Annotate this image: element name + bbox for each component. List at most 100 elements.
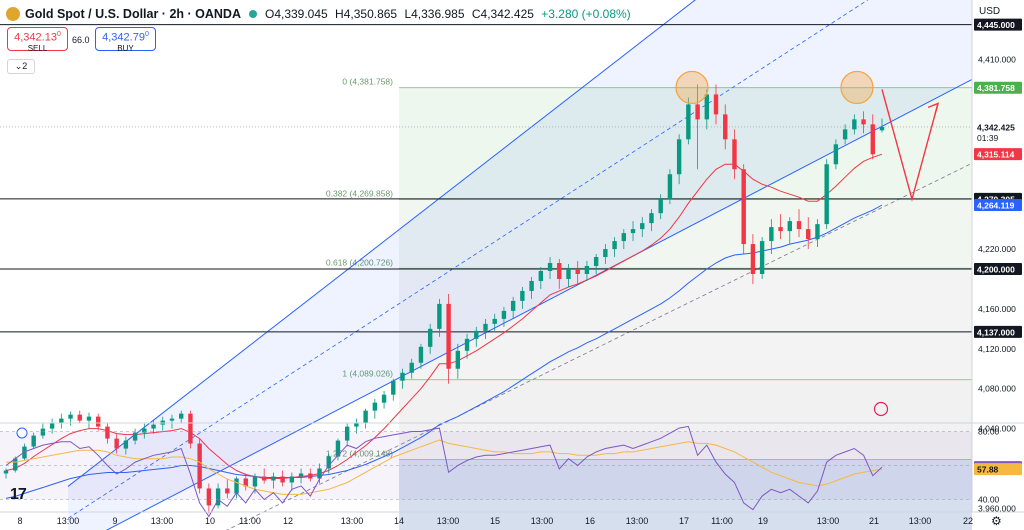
candle-body: [769, 227, 774, 242]
candle-body: [686, 104, 691, 140]
candle-body: [3, 470, 9, 474]
candle-body: [787, 221, 792, 232]
highlight-circle: [840, 70, 874, 105]
sell-button[interactable]: 4,342.130 SELL: [7, 27, 68, 53]
time-tick-label: 13:00: [531, 516, 554, 526]
candle-body: [271, 476, 276, 481]
price-tick-label: 4,120.000: [978, 344, 1016, 354]
time-tick-label: 10: [205, 516, 215, 526]
fib-level-label: 0.382 (4,269.858): [326, 188, 393, 198]
rsi-ma-badge-label: 57.88: [977, 465, 999, 475]
highlight-circle: [675, 70, 709, 105]
time-tick-label: 17: [679, 516, 689, 526]
level-badge-label: 4,445.000: [977, 20, 1015, 30]
ohlc-values: O4,339.045 H4,350.865 L4,336.985 C4,342.…: [265, 7, 635, 21]
price-tick-label: 3,960.000: [978, 503, 1016, 513]
time-tick-label: 16: [585, 516, 595, 526]
candle-body: [713, 94, 719, 115]
candle-body: [77, 414, 82, 421]
candle-body: [252, 476, 258, 487]
candle-body: [132, 432, 138, 441]
channel-lower-line: [105, 79, 973, 530]
buy-label: BUY: [117, 44, 134, 54]
symbol-header: Gold Spot / U.S. Dollar · 2h · OANDA O4,…: [6, 5, 635, 23]
candle-body: [289, 476, 295, 483]
candle-body: [667, 174, 673, 200]
fib-level-label: 1.272 (4,009.148): [326, 448, 393, 458]
candle-body: [298, 473, 304, 477]
candle-body: [676, 139, 682, 175]
candle-body: [879, 126, 885, 131]
time-tick-label: 14: [394, 516, 404, 526]
time-tick-label: 13:00: [151, 516, 174, 526]
low-value: L4,336.985: [404, 7, 465, 21]
price-badge-label: 4,381.758: [977, 83, 1015, 93]
candle-body: [188, 413, 193, 444]
candle-body: [418, 346, 424, 363]
candle-body: [704, 94, 709, 120]
candle-body: [723, 114, 728, 140]
candle-body: [40, 428, 46, 436]
candle-body: [225, 488, 230, 494]
close-value: C4,342.425: [471, 7, 534, 21]
candle-body: [59, 418, 64, 423]
candle-body: [391, 380, 396, 395]
candle-body: [354, 422, 359, 427]
candle-body: [778, 227, 783, 232]
candle-body: [474, 330, 479, 339]
time-tick-label: 11:00: [239, 516, 261, 526]
price-badge: [974, 81, 1022, 94]
buy-button[interactable]: 4,342.790 BUY: [95, 27, 156, 54]
currency-selector[interactable]: USD: [979, 6, 1001, 17]
candle-body: [86, 416, 92, 421]
candle-body: [234, 478, 239, 494]
time-tick-label: 13:00: [817, 516, 840, 526]
rsi-level-label: 40.00: [978, 495, 1000, 505]
indicators-toggle[interactable]: ⌄2: [7, 59, 35, 74]
gear-icon[interactable]: ⚙: [991, 514, 1002, 528]
candle-body: [510, 300, 516, 311]
time-tick-label: 15: [490, 516, 500, 526]
tradingview-logo[interactable]: 17: [10, 486, 27, 503]
sell-price-sup: 0: [56, 31, 61, 38]
symbol-title[interactable]: Gold Spot / U.S. Dollar · 2h · OANDA: [25, 7, 241, 21]
price-badge: [974, 148, 1022, 161]
level-badge-label: 4,137.000: [977, 327, 1015, 337]
candle-body: [96, 416, 101, 427]
price-tick-label: 4,040.000: [978, 424, 1016, 434]
candle-body: [483, 323, 488, 331]
candle-body: [335, 440, 341, 457]
candle-body: [621, 233, 627, 242]
price-badge-label: 4,264.119: [977, 201, 1015, 211]
candle-body: [649, 213, 654, 224]
candle-body: [197, 443, 202, 489]
candle-body: [464, 338, 470, 351]
time-tick-label: 13:00: [57, 516, 80, 526]
price-badge: [974, 199, 1022, 212]
time-tick-label: 19: [758, 516, 768, 526]
fib-level-label: 1 (4,089.026): [342, 369, 393, 379]
lightning-icon: [873, 401, 889, 417]
high-value: H4,350.865: [335, 7, 398, 21]
candle-body: [842, 129, 848, 140]
candle-body: [630, 229, 636, 234]
countdown-label: 01:39: [977, 133, 999, 143]
time-tick-label: 13:00: [341, 516, 364, 526]
candle-body: [852, 119, 857, 130]
level-badge-label: 4,200.000: [977, 265, 1015, 275]
indicators-count: 2: [22, 61, 28, 71]
rsi-ma-badge: [974, 463, 1022, 476]
candle-body: [179, 413, 184, 419]
candle-body: [243, 478, 248, 487]
candle-body: [123, 440, 129, 449]
candle-body: [861, 119, 866, 125]
time-tick-label: 12: [283, 516, 293, 526]
time-tick-label: 9: [112, 516, 117, 526]
candle-body: [381, 394, 387, 403]
candle-body: [372, 402, 378, 411]
price-badge-label: 4,342.425: [977, 122, 1015, 132]
candle-body: [566, 269, 571, 279]
rsi-level-label: 80.00: [978, 427, 1000, 437]
gold-logo-icon: [6, 7, 20, 21]
